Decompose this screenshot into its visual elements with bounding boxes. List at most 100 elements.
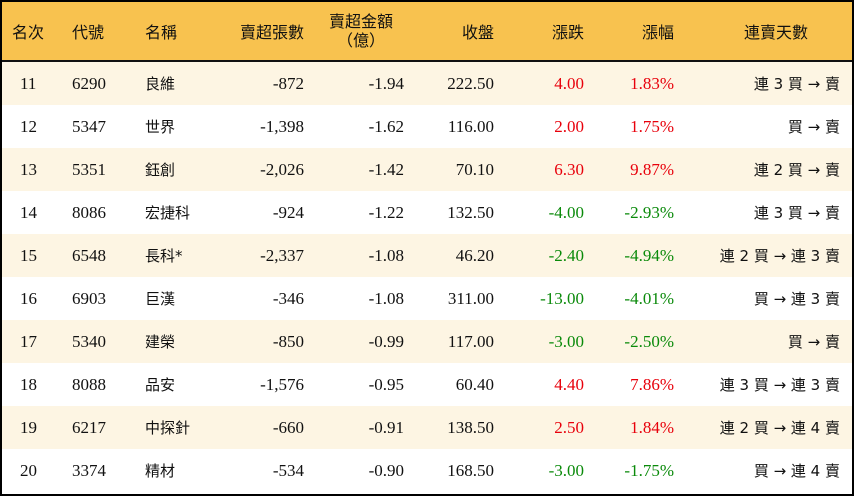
- cell-rank: 15: [20, 245, 37, 265]
- cell-rank: 19: [20, 417, 37, 437]
- cell-name: 宏捷科: [145, 204, 191, 222]
- cell-shares: -534: [272, 460, 304, 480]
- cell-amount: -1.42: [368, 159, 404, 179]
- cell-rank: 17: [20, 331, 37, 351]
- cell-close: 117.00: [447, 331, 494, 351]
- cell-code: 6548: [72, 245, 106, 265]
- header-pct: 漲幅: [641, 23, 674, 42]
- cell-rank: 11: [20, 73, 37, 93]
- cell-amount: -0.91: [368, 417, 404, 437]
- cell-rank: 13: [20, 159, 37, 179]
- cell-name: 世界: [145, 118, 176, 136]
- cell-name: 良維: [145, 75, 176, 93]
- cell-pct: -1.75%: [624, 460, 674, 480]
- cell-shares: -346: [272, 288, 304, 308]
- header-code: 代號: [72, 23, 105, 42]
- table-row: 20 3374 精材 -534 -0.90 168.50 -3.00 -1.75% 買 → 連 …: [2, 449, 852, 492]
- cell-change: -13.00: [540, 288, 584, 308]
- cell-name: 巨漢: [145, 290, 176, 308]
- header-streak: 連賣天數: [743, 23, 808, 42]
- table-row: 14 8086 宏捷科 -924 -1.22 132.50 -4.00 -2.93% 連 3 買…: [2, 191, 852, 234]
- cell-code: 5340: [72, 331, 106, 351]
- header-close: 收盤: [461, 23, 494, 42]
- cell-amount: -1.22: [368, 202, 404, 222]
- cell-pct: 1.75%: [630, 116, 674, 136]
- cell-shares: -1,576: [260, 374, 304, 394]
- table-row: 12 5347 世界 -1,398 -1.62 116.00 2.00 1.75% 買 → 賣: [2, 105, 852, 148]
- cell-pct: 9.87%: [630, 159, 674, 179]
- cell-rank: 14: [20, 202, 37, 222]
- cell-pct: -4.01%: [624, 288, 674, 308]
- cell-rank: 16: [20, 288, 37, 308]
- table-header: 名次 代號 名稱 賣超張數 賣超金額 （億） 收盤 漲跌 漲幅 連賣天數: [2, 2, 852, 62]
- cell-name: 品安: [145, 376, 176, 394]
- cell-pct: -2.93%: [624, 202, 674, 222]
- cell-streak: 連 3 買 → 連 3 賣: [719, 376, 840, 394]
- cell-streak: 買 → 賣: [787, 333, 840, 351]
- header-shares: 賣超張數: [239, 23, 304, 42]
- cell-streak: 連 2 買 → 連 4 賣: [719, 419, 840, 437]
- cell-code: 8086: [72, 202, 106, 222]
- cell-close: 46.20: [455, 245, 494, 265]
- cell-amount: -1.94: [368, 73, 404, 93]
- cell-close: 138.50: [447, 417, 494, 437]
- cell-change: 2.50: [554, 417, 584, 437]
- cell-rank: 18: [20, 374, 37, 394]
- cell-streak: 連 3 買 → 賣: [753, 204, 840, 222]
- cell-amount: -0.95: [368, 374, 404, 394]
- cell-amount: -0.99: [368, 331, 404, 351]
- cell-code: 8088: [72, 374, 106, 394]
- cell-shares: -1,398: [260, 116, 304, 136]
- cell-streak: 連 2 買 → 賣: [753, 161, 840, 179]
- cell-name: 精材: [145, 462, 176, 480]
- cell-rank: 20: [20, 460, 37, 480]
- cell-shares: -2,337: [260, 245, 304, 265]
- table-row: 11 6290 良維 -872 -1.94 222.50 4.00 1.83% 連 3 買 → …: [2, 62, 852, 105]
- cell-code: 5351: [72, 159, 106, 179]
- cell-amount: -1.08: [368, 288, 404, 308]
- cell-pct: 7.86%: [630, 374, 674, 394]
- table-row: 16 6903 巨漢 -346 -1.08 311.00 -13.00 -4.01% 買 → 連…: [2, 277, 852, 320]
- cell-change: -4.00: [548, 202, 584, 222]
- cell-pct: 1.84%: [630, 417, 674, 437]
- cell-streak: 買 → 連 3 賣: [753, 290, 840, 308]
- cell-close: 168.50: [447, 460, 494, 480]
- cell-code: 6903: [72, 288, 106, 308]
- header-change: 漲跌: [551, 23, 584, 42]
- cell-close: 132.50: [447, 202, 494, 222]
- cell-shares: -660: [272, 417, 304, 437]
- cell-amount: -1.08: [368, 245, 404, 265]
- table-row: 19 6217 中探針 -660 -0.91 138.50 2.50 1.84% 連 2 買 →…: [2, 406, 852, 449]
- cell-streak: 買 → 連 4 賣: [753, 462, 840, 480]
- cell-amount: -0.90: [368, 460, 404, 480]
- cell-change: -2.40: [548, 245, 584, 265]
- cell-code: 3374: [72, 460, 106, 480]
- cell-close: 70.10: [455, 159, 494, 179]
- table-row: 18 8088 品安 -1,576 -0.95 60.40 4.40 7.86% 連 3 買 →…: [2, 363, 852, 406]
- cell-change: 6.30: [554, 159, 584, 179]
- cell-close: 116.00: [447, 116, 494, 136]
- table-row: 17 5340 建榮 -850 -0.99 117.00 -3.00 -2.50% 買 → 賣: [2, 320, 852, 363]
- cell-rank: 12: [20, 116, 37, 136]
- cell-name: 長科*: [145, 247, 183, 265]
- cell-change: 4.40: [554, 374, 584, 394]
- cell-change: -3.00: [548, 460, 584, 480]
- cell-code: 6290: [72, 73, 106, 93]
- cell-shares: -872: [272, 73, 304, 93]
- cell-shares: -2,026: [260, 159, 304, 179]
- cell-pct: -4.94%: [624, 245, 674, 265]
- cell-shares: -924: [272, 202, 304, 222]
- header-amount: 賣超金額 （億）: [328, 12, 393, 50]
- cell-streak: 連 3 買 → 賣: [753, 75, 840, 93]
- cell-code: 5347: [72, 116, 106, 136]
- cell-name: 建榮: [145, 333, 176, 351]
- cell-name: 鈺創: [145, 161, 176, 179]
- header-name: 名稱: [145, 23, 178, 42]
- table-row: 13 5351 鈺創 -2,026 -1.42 70.10 6.30 9.87% 連 2 買 →…: [2, 148, 852, 191]
- cell-change: 4.00: [554, 73, 584, 93]
- table-row: 15 6548 長科* -2,337 -1.08 46.20 -2.40 -4.94% 連 2 …: [2, 234, 852, 277]
- cell-pct: -2.50%: [624, 331, 674, 351]
- header-rank: 名次: [12, 23, 45, 42]
- cell-change: -3.00: [548, 331, 584, 351]
